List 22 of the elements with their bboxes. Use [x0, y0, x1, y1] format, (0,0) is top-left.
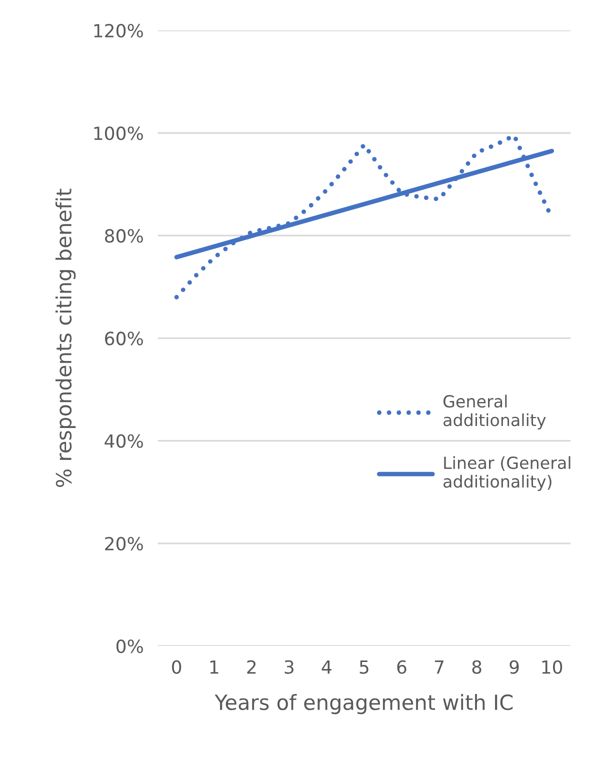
x-tick-label: 7 — [434, 660, 444, 674]
x-tick-label: 3 — [284, 660, 294, 674]
y-tick-label: 0% — [116, 639, 143, 654]
y-tick-label: 60% — [105, 332, 143, 346]
x-tick-label: 9 — [510, 660, 519, 674]
y-tick-label: 80% — [105, 229, 143, 243]
y-tick-label: 20% — [105, 536, 143, 551]
x-tick-label: 6 — [397, 660, 406, 674]
y-axis-title: % respondents citing benefit — [55, 188, 76, 487]
x-tick-label: 0 — [172, 660, 182, 674]
y-tick-label: 100% — [94, 126, 143, 140]
x-tick-label: 5 — [360, 660, 368, 674]
y-tick-label: 40% — [104, 434, 143, 448]
x-tick-label: 10 — [542, 660, 562, 674]
legend-label: Linear (General additionality) — [444, 456, 570, 491]
x-tick-label: 4 — [322, 660, 332, 674]
x-axis-title: Years of engagement with IC — [214, 694, 513, 714]
legend-label: General additionality — [443, 394, 546, 430]
y-tick-label: 120% — [94, 24, 143, 38]
x-tick-label: 2 — [247, 660, 256, 674]
x-tick-label: 1 — [210, 660, 218, 674]
x-tick-label: 8 — [472, 660, 482, 674]
